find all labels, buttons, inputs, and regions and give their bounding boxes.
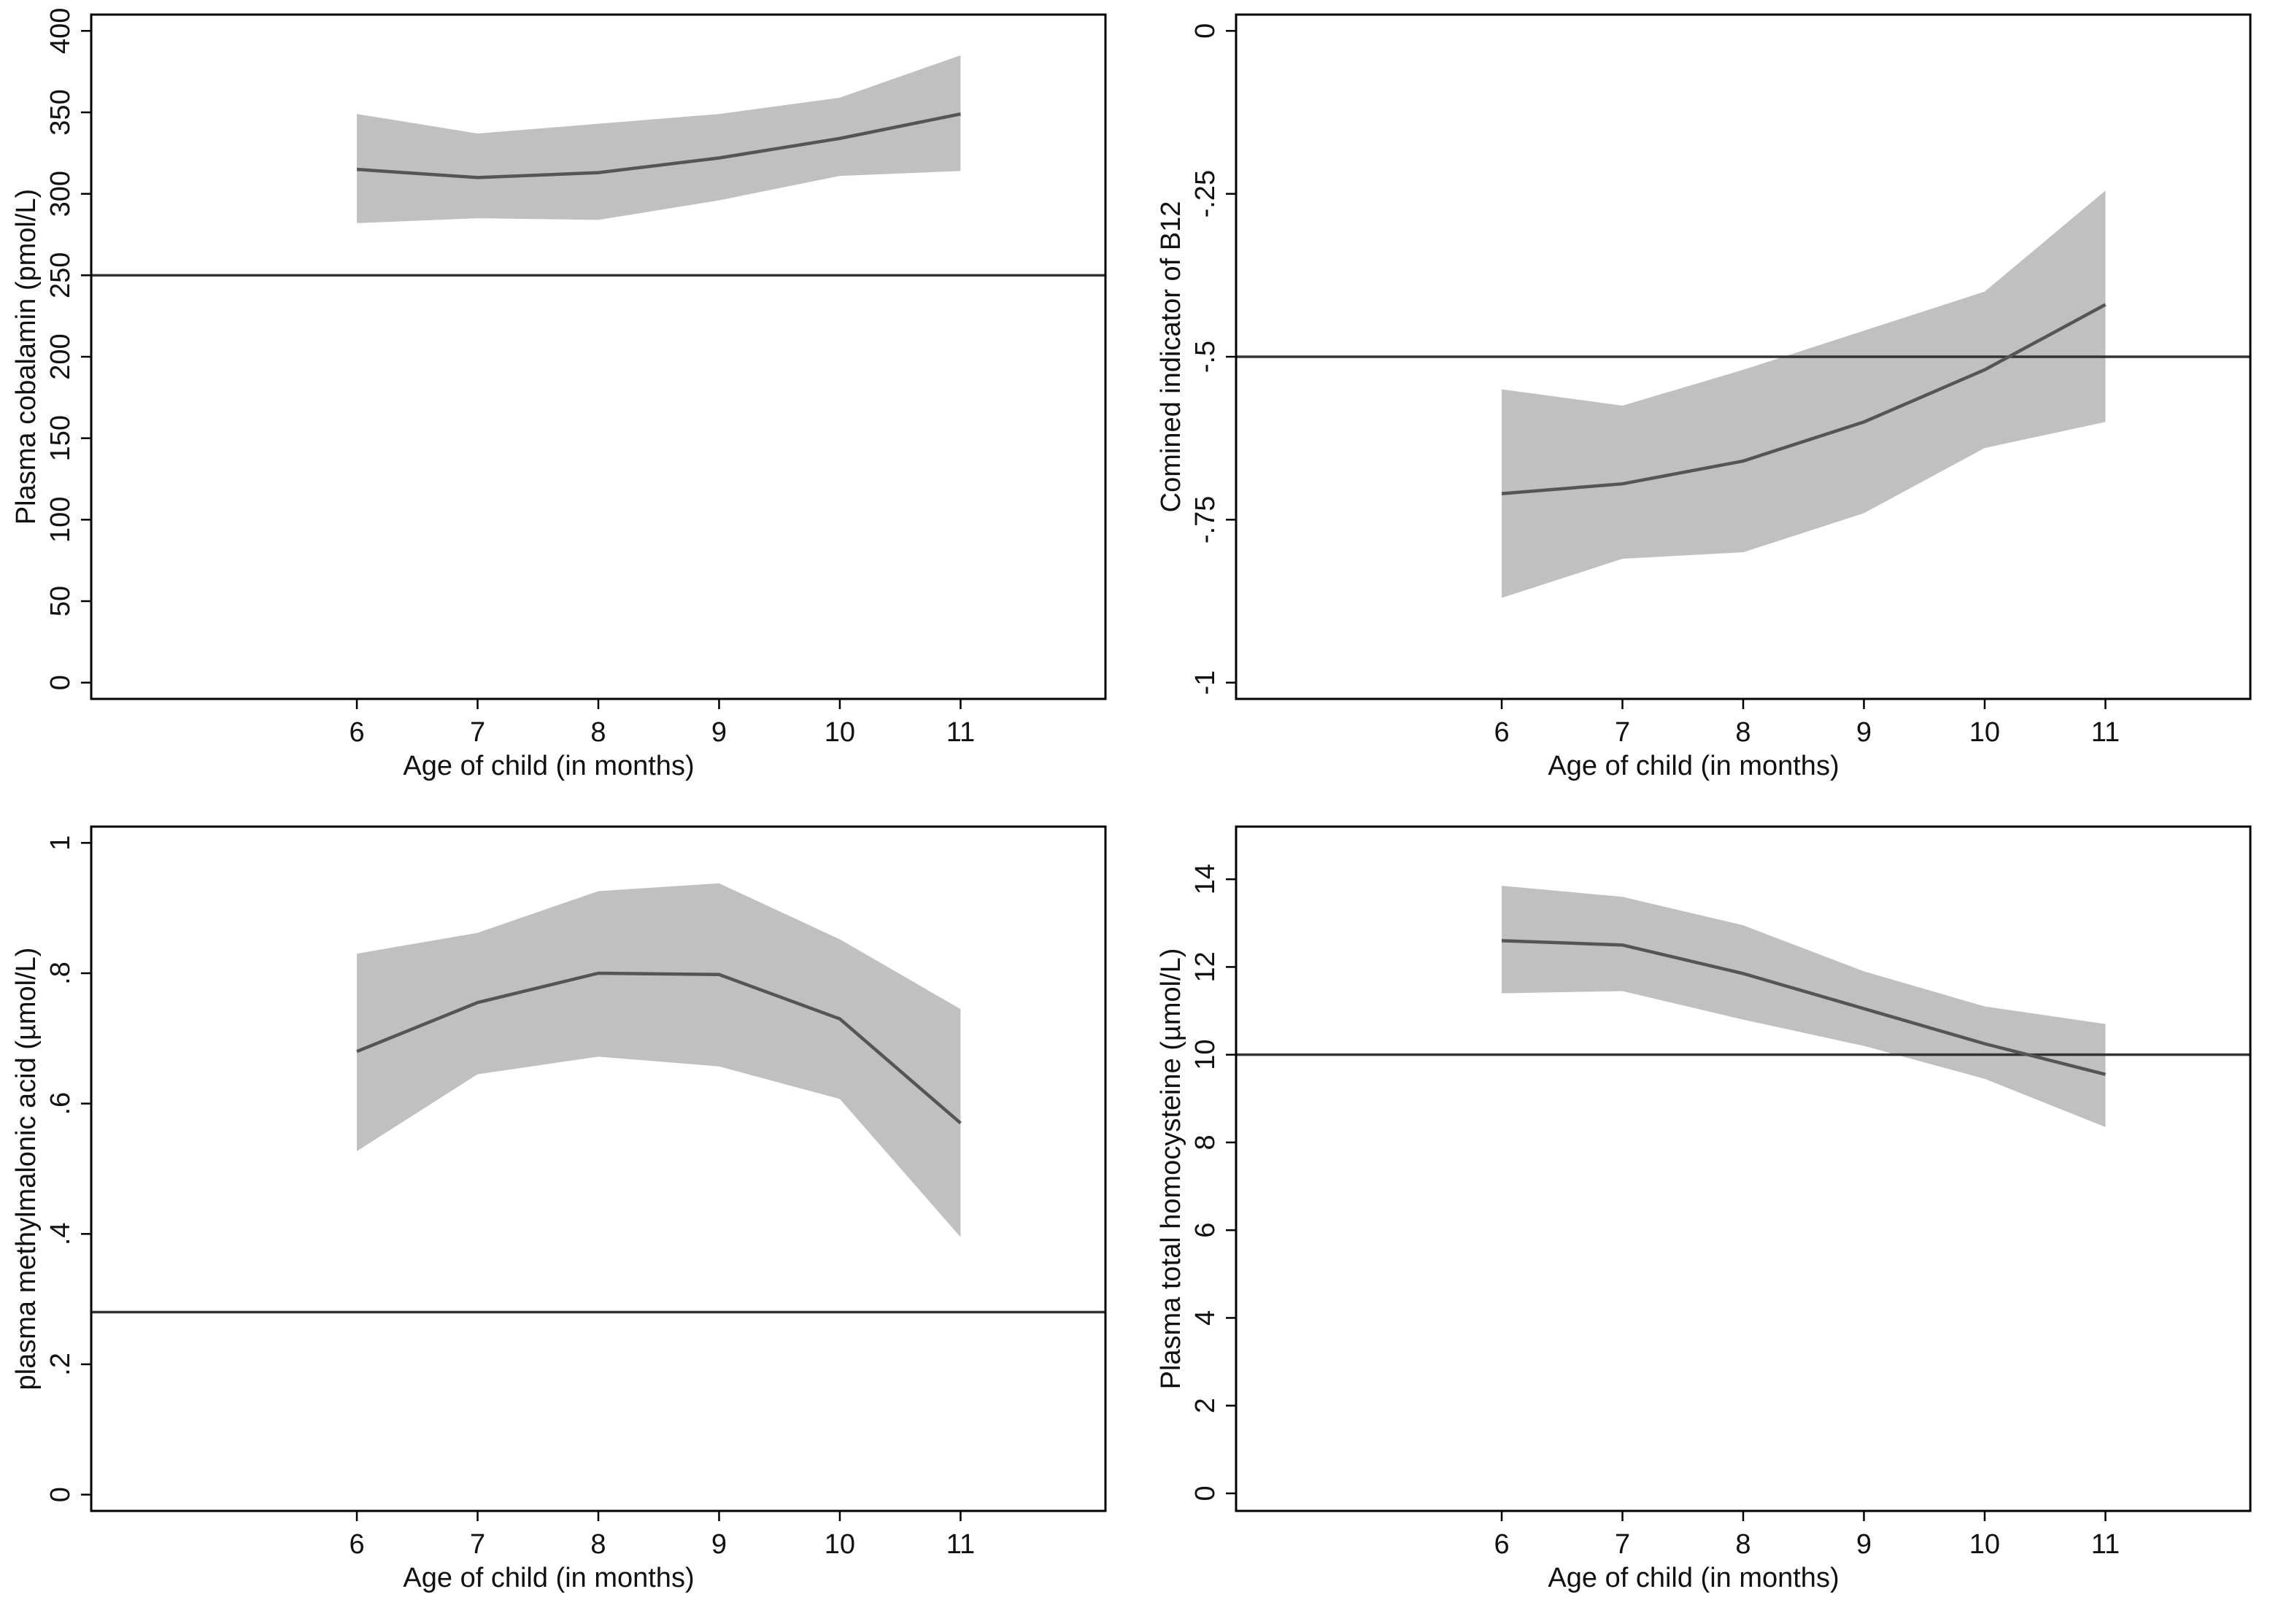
y-tick-label: -.75 (1190, 496, 1221, 544)
confidence-band (1502, 886, 2106, 1127)
y-tick-label: 350 (45, 89, 76, 135)
y-tick-label: 100 (45, 497, 76, 543)
x-tick-label: 11 (2091, 1529, 2120, 1560)
x-tick-label: 10 (825, 1529, 855, 1560)
y-tick-label: 0 (1190, 1485, 1221, 1501)
y-tick-label: .4 (45, 1222, 76, 1245)
x-tick-label: 9 (1856, 717, 1872, 748)
x-tick-label: 11 (2091, 717, 2120, 748)
panel-methylmalonic-acid: 0 .2 .4 .6 .8 1 6 7 8 9 10 11 Age of child (in month… (0, 812, 1144, 1624)
y-tick-label: 8 (1190, 1134, 1221, 1150)
x-tick-label: 10 (1969, 717, 2000, 748)
x-tick-label: 10 (1969, 1529, 2000, 1560)
panel-plasma-cobalamin: 0 50 100 150 200 250 300 350 400 6 7 8 9 10 11 Age of c… (0, 0, 1144, 812)
y-axis-title: Comined indicator of B12 (1156, 201, 1186, 513)
y-tick-label: 150 (45, 415, 76, 461)
y-tick-label: 250 (45, 252, 76, 298)
y-tick-label: 0 (1190, 23, 1221, 39)
x-tick-label: 9 (1856, 1529, 1872, 1560)
y-tick-label: .2 (45, 1353, 76, 1376)
y-tick-label: 6 (1190, 1223, 1221, 1238)
y-tick-label: 1 (45, 835, 76, 851)
x-tick-label: 6 (1494, 717, 1509, 748)
y-tick-label: 0 (45, 675, 76, 690)
y-axis-title: plasma methylmalonic acid (µmol/L) (11, 948, 42, 1391)
y-axis-title: Plasma total homocysteine (µmol/L) (1156, 948, 1186, 1390)
x-tick-label: 8 (590, 717, 606, 748)
x-tick-label: 8 (1735, 717, 1750, 748)
y-tick-label: 400 (45, 8, 76, 54)
x-tick-label: 9 (711, 717, 727, 748)
x-tick-label: 8 (590, 1529, 606, 1560)
series-line (356, 112, 961, 179)
confidence-band (357, 883, 961, 1237)
chart-methylmalonic-acid: 0 .2 .4 .6 .8 1 6 7 8 9 10 11 Age of child (in month… (11, 825, 1107, 1593)
x-tick-label: 6 (1494, 1529, 1509, 1560)
y-tick-label: 2 (1190, 1398, 1221, 1413)
x-tick-label: 9 (711, 1529, 727, 1560)
x-tick-label: 7 (1615, 717, 1630, 748)
y-tick-label: .6 (45, 1092, 76, 1115)
panel-total-homocysteine: 0 2 4 6 8 10 12 14 6 7 8 9 10 11 Age of child (in mont… (1145, 812, 2289, 1624)
y-axis-title: Plasma cobalamin (pmol/L) (11, 189, 42, 525)
confidence-band (357, 55, 961, 223)
y-tick-label: 0 (45, 1487, 76, 1502)
x-tick-label: 11 (946, 717, 975, 748)
y-tick-label: 200 (45, 333, 76, 379)
x-axis-title: Age of child (in months) (1548, 751, 1839, 781)
confidence-band (1502, 190, 2106, 598)
x-tick-label: 6 (349, 1529, 364, 1560)
y-tick-label: 14 (1190, 864, 1221, 894)
y-tick-label: 12 (1190, 951, 1221, 982)
series-line (1501, 303, 2107, 495)
x-tick-label: 6 (349, 717, 364, 748)
y-tick-label: 300 (45, 171, 76, 217)
y-tick-label: .8 (45, 962, 76, 985)
x-tick-label: 7 (470, 717, 485, 748)
y-tick-label: -.5 (1190, 341, 1221, 373)
chart-combined-indicator-b12: 0 -.25 -.5 -.75 -1 6 7 8 9 10 11 Age of child (in m… (1156, 13, 2252, 781)
x-tick-label: 8 (1735, 1529, 1750, 1560)
x-tick-label: 10 (825, 717, 855, 748)
x-tick-label: 7 (1615, 1529, 1630, 1560)
chart-total-homocysteine: 0 2 4 6 8 10 12 14 6 7 8 9 10 11 Age of child (in mont… (1156, 825, 2252, 1593)
x-axis-title: Age of child (in months) (1548, 1563, 1839, 1593)
y-tick-label: 10 (1190, 1040, 1221, 1070)
series-line (1501, 939, 2106, 1076)
series-line (356, 971, 962, 1125)
x-tick-label: 7 (470, 1529, 485, 1560)
x-axis-title: Age of child (in months) (403, 751, 694, 781)
x-tick-label: 11 (946, 1529, 975, 1560)
panel-combined-indicator-b12: 0 -.25 -.5 -.75 -1 6 7 8 9 10 11 Age of child (in m… (1145, 0, 2289, 812)
chart-plasma-cobalamin: 0 50 100 150 200 250 300 350 400 6 7 8 9 10 11 Age of c… (11, 8, 1107, 781)
y-tick-label: 50 (45, 586, 76, 616)
y-tick-label: -1 (1190, 670, 1221, 695)
x-axis-title: Age of child (in months) (403, 1563, 694, 1593)
y-tick-label: -.25 (1190, 170, 1221, 217)
y-tick-label: 4 (1190, 1310, 1221, 1326)
